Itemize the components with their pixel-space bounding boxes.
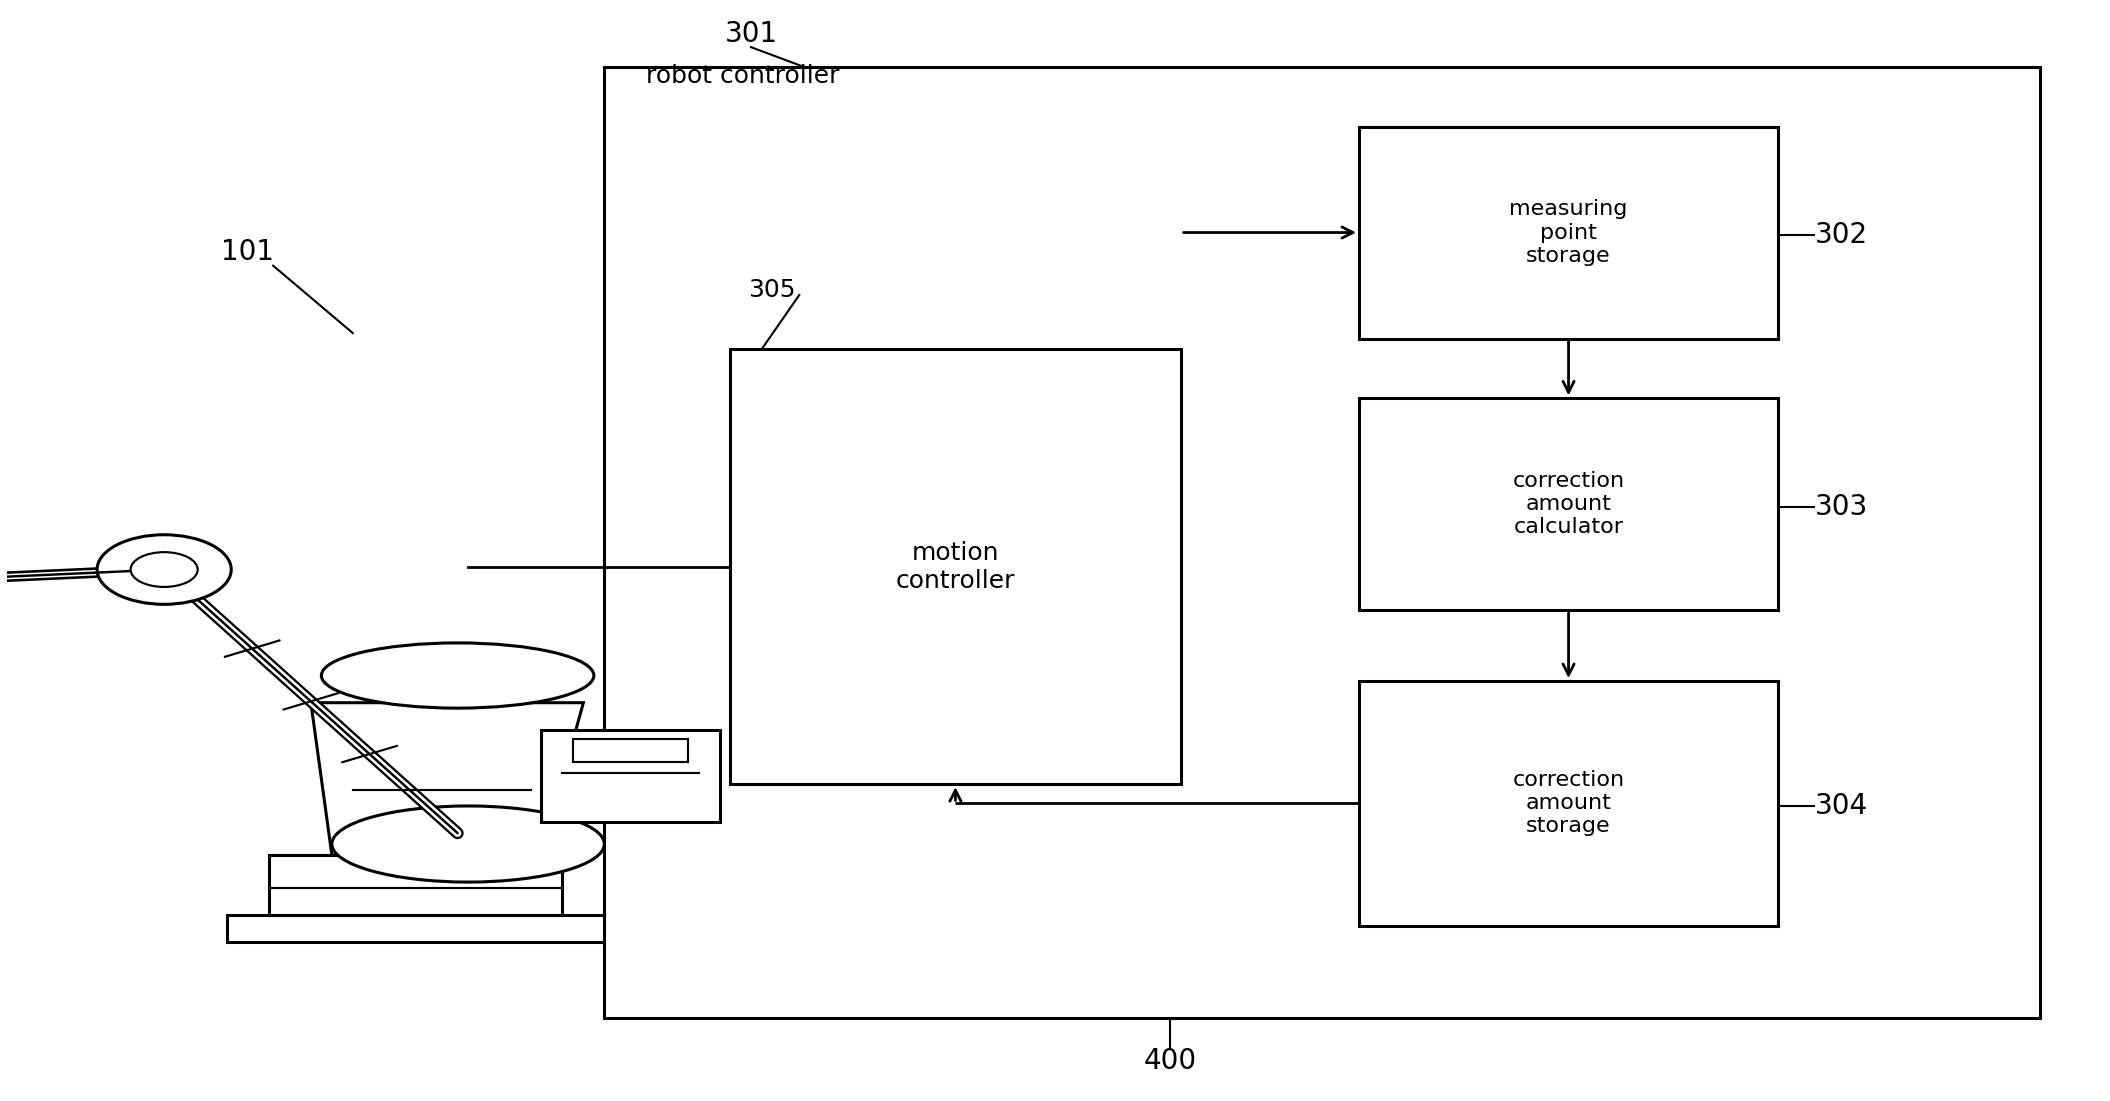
Text: robot controller: robot controller (646, 65, 840, 88)
Circle shape (97, 535, 232, 604)
FancyBboxPatch shape (574, 739, 688, 763)
Ellipse shape (331, 806, 603, 882)
Polygon shape (268, 854, 563, 915)
Text: motion
controller: motion controller (895, 541, 1015, 592)
Text: measuring
point
storage: measuring point storage (1509, 199, 1627, 265)
Text: 303: 303 (1815, 493, 1867, 521)
FancyBboxPatch shape (1359, 680, 1779, 926)
Text: 305: 305 (749, 277, 795, 302)
FancyBboxPatch shape (1359, 127, 1779, 338)
Polygon shape (310, 702, 582, 854)
FancyBboxPatch shape (730, 349, 1182, 784)
FancyBboxPatch shape (603, 67, 2040, 1018)
Text: 304: 304 (1815, 792, 1867, 820)
Circle shape (131, 552, 198, 587)
Text: correction
amount
calculator: correction amount calculator (1513, 471, 1625, 537)
Text: 301: 301 (724, 20, 779, 48)
Polygon shape (228, 915, 603, 941)
Text: correction
amount
storage: correction amount storage (1513, 770, 1625, 837)
Text: 302: 302 (1815, 221, 1867, 249)
FancyBboxPatch shape (542, 730, 720, 822)
Ellipse shape (321, 643, 593, 708)
Text: 101: 101 (222, 238, 274, 265)
Text: 400: 400 (1144, 1047, 1196, 1076)
FancyBboxPatch shape (1359, 399, 1779, 610)
